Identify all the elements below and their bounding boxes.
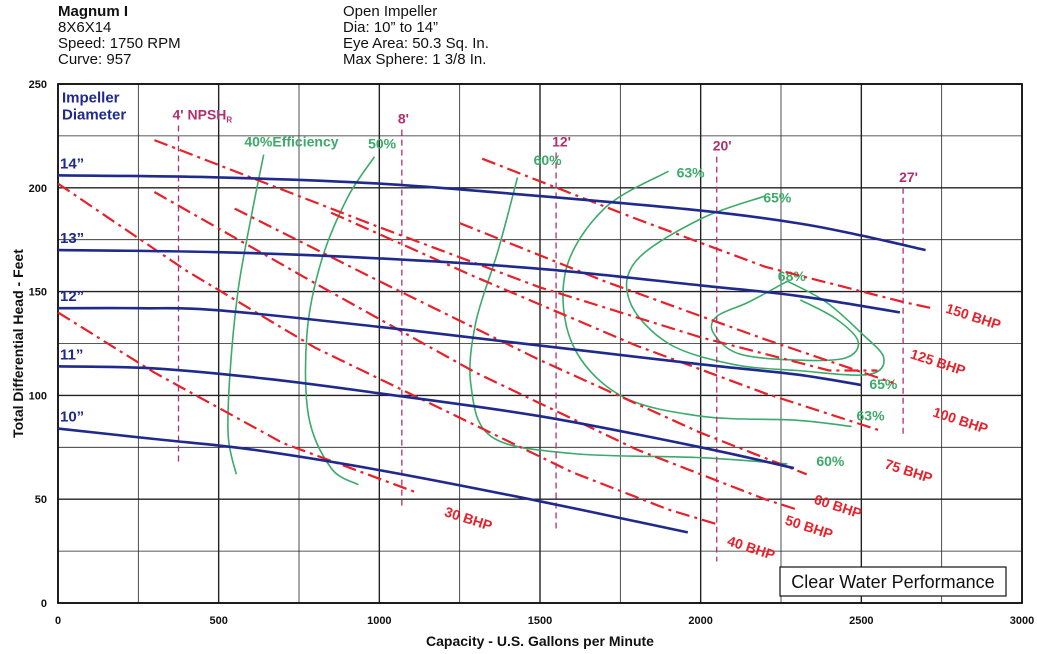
efficiency-label: 63% (857, 407, 886, 423)
bhp-label: 125 BHP (909, 346, 968, 379)
x-tick-label: 2000 (688, 615, 712, 627)
y-axis-label: Total Differential Head - Feet (10, 249, 26, 438)
x-tick-label: 3000 (1010, 615, 1034, 627)
impeller-diameter-label: Diameter (62, 107, 126, 124)
npsh-label: 12' (552, 134, 571, 150)
npsh-label: 20' (713, 138, 732, 154)
efficiency-curve (562, 170, 852, 428)
bhp-label: 60 BHP (812, 491, 864, 521)
impeller-curve (57, 306, 862, 387)
impeller-label: 10” (60, 409, 84, 426)
bhp-label: 100 BHP (931, 404, 990, 437)
curve-number: Curve: 957 (58, 51, 132, 68)
impeller-label: 11” (60, 346, 83, 363)
npsh-label: 4' NPSHR (173, 107, 233, 125)
header-left: Magnum I 8X6X14 Speed: 1750 RPM Curve: 9… (58, 4, 181, 68)
header-right: Open Impeller Dia: 10” to 14” Eye Area: … (343, 4, 489, 68)
impeller-curve (57, 248, 901, 314)
x-tick-label: 0 (55, 615, 61, 627)
x-tick-label: 500 (209, 615, 227, 627)
efficiency-curve (304, 156, 376, 486)
clear-water-box (779, 566, 1007, 597)
impeller-label: 12” (60, 288, 84, 305)
efficiency-label: 60% (816, 453, 845, 469)
impeller-label: 14” (60, 155, 84, 172)
bhp-label: 40 BHP (725, 533, 777, 563)
x-axis-label: Capacity - U.S. Gallons per Minute (426, 633, 654, 649)
bhp-line (330, 211, 881, 432)
clear-water-label: Clear Water Performance (791, 572, 994, 592)
efficiency-label: 65% (763, 189, 792, 205)
efficiency-label: 63% (677, 164, 706, 180)
impeller-curve (57, 174, 926, 252)
efficiency-curve (710, 280, 860, 362)
y-tick-label: 50 (35, 494, 47, 506)
bhp-label: 150 BHP (944, 300, 1003, 333)
npsh-label: 27' (899, 169, 918, 185)
plot-frame (57, 83, 1023, 604)
y-tick-label: 150 (29, 287, 47, 299)
efficiency-label: 68% (778, 268, 807, 284)
y-tick-label: 0 (41, 598, 47, 610)
y-tick-label: 250 (29, 79, 47, 91)
impeller-type: Open Impeller (343, 3, 438, 20)
bhp-label: 75 BHP (883, 456, 935, 486)
efficiency-label: 65% (869, 376, 898, 392)
npsh-label-subscript: R (226, 116, 232, 125)
efficiency-label: 40%Efficiency (244, 133, 338, 149)
x-tick-label: 1000 (367, 615, 391, 627)
npsh-label: 8' (398, 111, 409, 127)
impeller-curve (57, 427, 689, 534)
efficiency-curve (469, 177, 788, 465)
bhp-line (57, 182, 718, 526)
y-tick-label: 100 (29, 390, 47, 402)
efficiency-label: 50% (368, 135, 397, 151)
impeller-label: 13” (60, 230, 84, 247)
impeller-diameter-range: Dia: 10” to 14” (343, 19, 439, 36)
efficiency-curve (625, 195, 885, 376)
bhp-line (154, 139, 878, 372)
bhp-line (153, 191, 798, 511)
x-tick-label: 1500 (528, 615, 552, 627)
efficiency-curve (227, 154, 265, 475)
y-tick-label: 200 (29, 183, 47, 195)
pump-model: Magnum I (58, 3, 128, 20)
efficiency-label: 60% (534, 152, 563, 168)
bhp-line (57, 311, 419, 495)
pump-speed: Speed: 1750 RPM (58, 35, 181, 52)
eye-area: Eye Area: 50.3 Sq. In. (343, 35, 489, 52)
bhp-label: 50 BHP (783, 512, 835, 542)
x-tick-label: 2500 (849, 615, 873, 627)
impeller-diameter-label: Impeller (62, 90, 120, 107)
pump-size: 8X6X14 (58, 19, 112, 36)
impeller-curve (57, 365, 795, 470)
bhp-label: 30 BHP (443, 503, 495, 533)
max-sphere: Max Sphere: 1 3/8 In. (343, 51, 487, 68)
